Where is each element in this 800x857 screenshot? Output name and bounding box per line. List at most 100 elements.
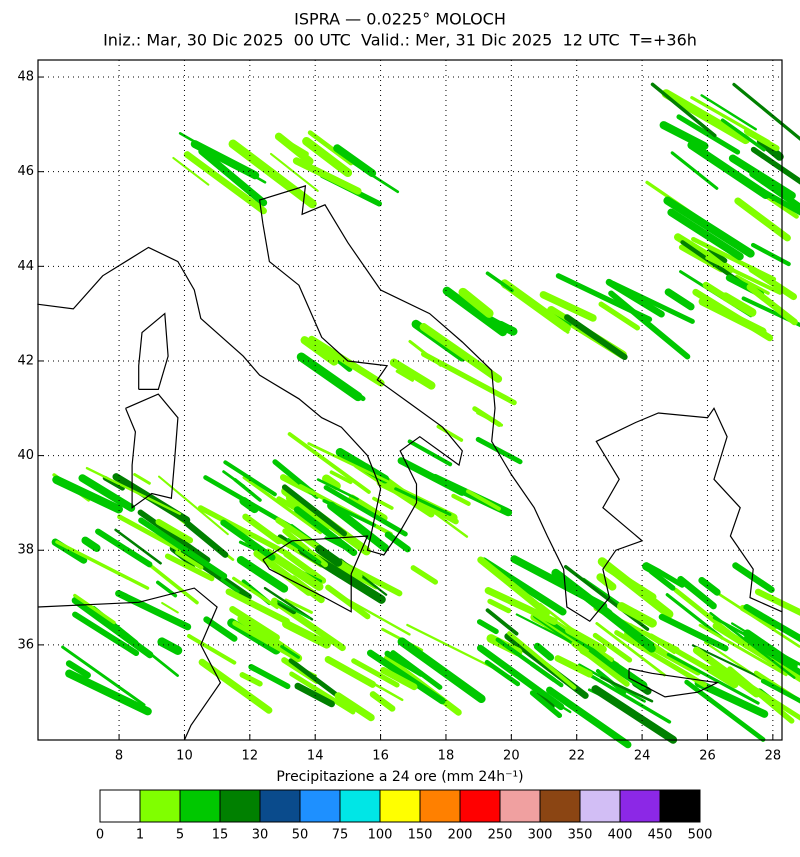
coastline xyxy=(37,185,783,622)
legend-swatch xyxy=(419,789,461,823)
precip-streak xyxy=(384,476,469,538)
precip-streak xyxy=(395,369,415,382)
precip-streak xyxy=(565,626,607,653)
x-tick-label: 18 xyxy=(438,749,455,764)
precip-streak xyxy=(52,475,123,514)
precip-streak xyxy=(269,152,319,192)
x-tick-label: 10 xyxy=(176,749,193,764)
y-tick-label: 42 xyxy=(17,353,34,368)
precip-streak xyxy=(333,144,377,178)
precip-streak xyxy=(184,520,229,558)
precip-streak xyxy=(248,664,291,690)
precip-streak xyxy=(316,478,359,501)
precip-streak xyxy=(658,613,729,652)
precip-streak xyxy=(239,496,259,514)
precip-streak xyxy=(389,358,436,390)
precip-streak xyxy=(239,672,263,687)
legend-swatch xyxy=(339,789,381,823)
precip-streak xyxy=(302,137,353,178)
precip-streak xyxy=(495,637,564,688)
precip-streak xyxy=(746,283,798,326)
precip-streak xyxy=(228,139,317,209)
precip-streak xyxy=(604,564,657,601)
coastline xyxy=(125,393,179,509)
precip-streak xyxy=(406,623,505,675)
precip-streak xyxy=(563,565,650,631)
legend-level: 1 xyxy=(136,828,144,843)
precip-streak xyxy=(72,611,140,657)
precip-streak xyxy=(465,489,501,511)
precip-streak xyxy=(390,650,443,690)
coastline xyxy=(262,535,369,613)
precip-streak xyxy=(229,606,280,641)
precip-streak xyxy=(372,496,394,510)
precip-streak xyxy=(232,620,299,661)
precip-streak xyxy=(728,671,800,732)
map-frame xyxy=(37,59,783,741)
precip-streak xyxy=(178,132,267,184)
precip-streak xyxy=(95,528,153,568)
precip-streak xyxy=(698,297,767,336)
precip-streak xyxy=(282,528,329,568)
x-tick-label: 26 xyxy=(699,749,716,764)
legend-level: 5 xyxy=(176,828,184,843)
x-tick-label: 14 xyxy=(307,749,324,764)
legend-level: 250 xyxy=(488,828,513,843)
precip-streak xyxy=(524,608,589,652)
precip-streak xyxy=(694,679,769,718)
precip-streak xyxy=(78,474,136,512)
precip-streak xyxy=(734,197,791,242)
precip-streak xyxy=(515,613,582,648)
y-tick-label: 48 xyxy=(17,70,34,85)
precip-streak xyxy=(670,151,719,190)
precip-streak xyxy=(676,114,741,155)
precip-streak xyxy=(732,562,775,593)
precip-streak xyxy=(687,140,770,199)
precip-streak xyxy=(419,323,503,383)
precip-streak xyxy=(698,577,721,596)
precip-streak xyxy=(743,128,780,152)
precip-streak xyxy=(133,472,151,485)
precip-streak xyxy=(666,652,760,705)
precip-streak xyxy=(315,545,343,567)
coastline xyxy=(37,587,222,741)
precip-streak xyxy=(106,618,179,677)
precip-streak xyxy=(225,588,290,625)
precip-streak xyxy=(280,645,300,659)
precip-streak xyxy=(743,604,800,650)
precip-streak xyxy=(648,633,720,677)
precip-streak xyxy=(222,470,246,488)
y-tick-label: 38 xyxy=(17,543,34,558)
precip-streak xyxy=(458,299,506,329)
precip-streak xyxy=(533,642,555,661)
legend-level: 300 xyxy=(528,828,553,843)
precip-streak xyxy=(648,568,676,591)
precip-streak xyxy=(436,424,464,442)
legend-level: 150 xyxy=(408,828,433,843)
precip-streak xyxy=(322,474,341,491)
precip-streak xyxy=(484,587,558,625)
precip-streak xyxy=(327,501,390,552)
legend-swatch xyxy=(379,789,421,823)
precip-streak xyxy=(614,630,708,688)
precip-streak xyxy=(664,288,695,311)
precip-streak xyxy=(650,82,717,138)
precip-streak xyxy=(323,485,408,537)
precip-streak xyxy=(539,291,597,322)
legend-level: 350 xyxy=(568,828,593,843)
precip-streak xyxy=(232,576,279,610)
precip-streak xyxy=(334,692,375,722)
precip-streak xyxy=(595,622,666,677)
precip-streak xyxy=(73,593,116,625)
title: ISPRA — 0.0225° MOLOCH xyxy=(294,10,506,29)
legend-level: 75 xyxy=(332,828,349,843)
legend-level: 500 xyxy=(688,828,713,843)
legend-level: 50 xyxy=(292,828,309,843)
precip-streak xyxy=(484,659,521,687)
precip-streak xyxy=(485,271,514,293)
precip-streak xyxy=(691,644,780,688)
precip-streak xyxy=(155,518,194,544)
legend-swatch xyxy=(539,789,581,823)
precip-streak xyxy=(480,557,567,616)
